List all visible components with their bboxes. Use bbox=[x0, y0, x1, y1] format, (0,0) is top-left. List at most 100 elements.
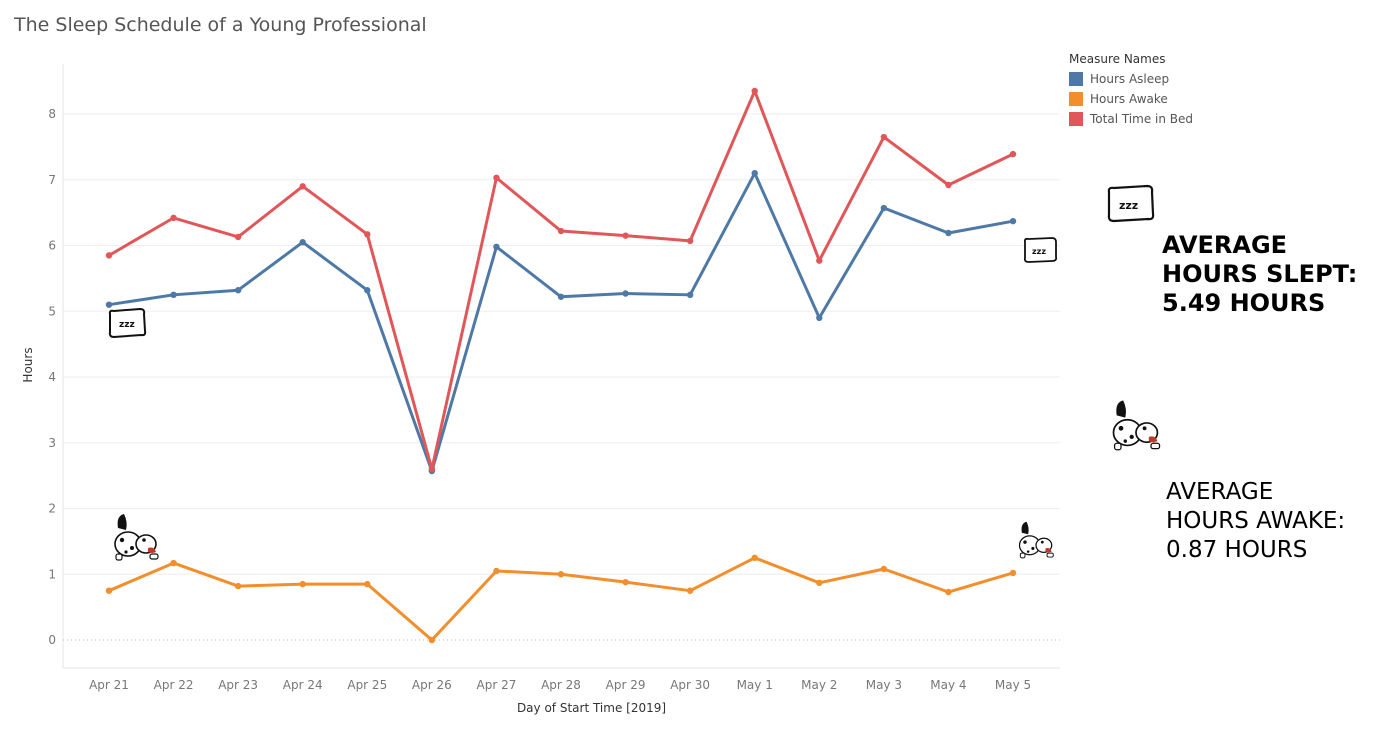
data-point-hours-awake bbox=[945, 588, 952, 596]
data-point-hours-asleep bbox=[1009, 217, 1017, 225]
y-tick-label: 2 bbox=[48, 502, 56, 516]
x-tick-label: Apr 24 bbox=[283, 678, 323, 692]
pillow-icon: zzz bbox=[1023, 237, 1058, 263]
data-point-hours-asleep bbox=[816, 314, 823, 322]
y-tick-label: 6 bbox=[48, 239, 56, 253]
data-point-hours-asleep bbox=[945, 229, 952, 237]
y-tick-label: 3 bbox=[48, 436, 56, 450]
data-point-total-time-in-bed bbox=[364, 231, 371, 238]
x-tick-label: Apr 23 bbox=[218, 678, 258, 692]
stat-line: HOURS SLEPT: bbox=[1162, 260, 1358, 288]
series-line-hours-asleep bbox=[108, 171, 1014, 473]
data-point-hours-asleep bbox=[880, 204, 888, 212]
data-point-hours-awake bbox=[299, 580, 306, 588]
average-hours-slept: AVERAGE HOURS SLEPT: 5.49 HOURS bbox=[1162, 231, 1357, 318]
y-tick-label: 8 bbox=[48, 107, 56, 121]
data-point-hours-awake bbox=[622, 578, 629, 586]
series-line-hours-awake bbox=[108, 556, 1014, 642]
data-point-total-time-in-bed bbox=[493, 174, 500, 181]
pillow-icon: zzz bbox=[1107, 184, 1155, 223]
data-point-hours-asleep bbox=[751, 169, 758, 177]
data-point-hours-asleep bbox=[299, 239, 306, 246]
line-chart: 0 1 2 3 4 5 6 7 8 Apr 21 Apr 22 Apr 23 Apr 24 Apr 25 A… bbox=[21, 64, 1060, 715]
data-point-hours-awake bbox=[234, 582, 242, 590]
legend-item-total-time-in-bed[interactable]: Total Time in Bed bbox=[1069, 109, 1193, 129]
data-point-total-time-in-bed bbox=[816, 257, 823, 264]
legend-swatch bbox=[1069, 112, 1083, 126]
y-tick-label: 4 bbox=[48, 370, 56, 384]
data-point-total-time-in-bed bbox=[299, 183, 306, 190]
data-point-hours-awake bbox=[493, 567, 500, 575]
svg-text:zzz: zzz bbox=[1119, 199, 1138, 212]
legend-swatch bbox=[1069, 72, 1083, 86]
stat-line: AVERAGE bbox=[1162, 231, 1288, 259]
data-point-hours-asleep bbox=[686, 291, 694, 299]
data-point-hours-awake bbox=[105, 587, 113, 594]
data-point-hours-awake bbox=[170, 559, 177, 567]
x-tick-label: Apr 22 bbox=[154, 678, 194, 692]
stat-line: HOURS AWAKE: bbox=[1166, 508, 1346, 534]
x-tick-label: May 4 bbox=[930, 678, 966, 692]
data-point-hours-asleep bbox=[493, 243, 500, 251]
y-tick-label: 5 bbox=[48, 304, 56, 318]
data-point-hours-awake bbox=[428, 636, 436, 644]
data-point-total-time-in-bed bbox=[622, 232, 629, 239]
y-tick-label: 1 bbox=[48, 567, 56, 581]
data-point-hours-asleep bbox=[622, 290, 629, 297]
svg-text:zzz: zzz bbox=[1032, 247, 1046, 256]
x-tick-label: Apr 27 bbox=[477, 678, 517, 692]
x-tick-label: Apr 28 bbox=[541, 678, 581, 692]
y-axis-title: Hours bbox=[21, 347, 35, 382]
x-tick-label: Apr 26 bbox=[412, 678, 452, 692]
data-point-hours-asleep bbox=[557, 293, 565, 300]
x-tick-label: May 3 bbox=[866, 678, 902, 692]
data-point-hours-awake bbox=[751, 554, 758, 562]
data-point-total-time-in-bed bbox=[751, 87, 758, 95]
x-tick-label: Apr 25 bbox=[347, 678, 387, 692]
x-tick-label: Apr 21 bbox=[89, 678, 129, 692]
data-point-total-time-in-bed bbox=[234, 233, 242, 241]
average-hours-awake: AVERAGE HOURS AWAKE: 0.87 HOURS bbox=[1166, 478, 1345, 565]
puppy-icon bbox=[114, 514, 159, 561]
legend-swatch bbox=[1069, 92, 1083, 106]
data-point-total-time-in-bed bbox=[686, 237, 694, 245]
data-point-hours-awake bbox=[816, 579, 823, 586]
data-point-total-time-in-bed bbox=[1009, 150, 1017, 158]
x-tick-label: May 5 bbox=[995, 678, 1031, 692]
svg-text:zzz: zzz bbox=[119, 320, 135, 330]
stat-line: 0.87 HOURS bbox=[1166, 537, 1308, 563]
stat-line: 5.49 HOURS bbox=[1162, 289, 1326, 317]
data-point-total-time-in-bed bbox=[170, 214, 177, 222]
legend-label: Hours Asleep bbox=[1090, 72, 1170, 86]
legend-title: Measure Names bbox=[1069, 52, 1166, 66]
puppy-icon bbox=[1112, 400, 1161, 451]
x-tick-label: Apr 30 bbox=[670, 678, 710, 692]
data-point-total-time-in-bed bbox=[945, 181, 952, 189]
y-tick-label: 0 bbox=[48, 633, 56, 647]
x-tick-label: May 1 bbox=[737, 678, 773, 692]
data-point-hours-asleep bbox=[105, 301, 113, 308]
chart-title: The Sleep Schedule of a Young Profession… bbox=[14, 14, 427, 36]
data-point-hours-asleep bbox=[234, 287, 242, 294]
y-tick-label: 7 bbox=[48, 173, 56, 187]
legend-label: Total Time in Bed bbox=[1090, 112, 1194, 126]
legend-item-hours-asleep[interactable]: Hours Asleep bbox=[1069, 69, 1193, 89]
data-point-hours-asleep bbox=[364, 287, 371, 294]
legend-item-hours-awake[interactable]: Hours Awake bbox=[1069, 89, 1193, 109]
data-point-hours-awake bbox=[880, 565, 888, 573]
data-point-hours-asleep bbox=[170, 291, 177, 299]
stat-line: AVERAGE bbox=[1166, 479, 1274, 505]
series-line-total-time-in-bed bbox=[108, 89, 1014, 471]
data-point-hours-awake bbox=[557, 571, 565, 578]
legend-label: Hours Awake bbox=[1090, 92, 1168, 106]
data-point-total-time-in-bed bbox=[105, 252, 113, 259]
legend: Measure Names Hours Asleep Hours Awake T… bbox=[1069, 52, 1193, 129]
x-axis-title: Day of Start Time [2019] bbox=[517, 701, 666, 715]
data-point-total-time-in-bed bbox=[880, 133, 888, 141]
pillow-icon: zzz bbox=[108, 307, 147, 339]
data-point-total-time-in-bed bbox=[557, 227, 565, 235]
data-point-hours-awake bbox=[1009, 569, 1017, 577]
data-point-total-time-in-bed bbox=[428, 465, 436, 473]
x-tick-label: May 2 bbox=[801, 678, 837, 692]
data-point-hours-awake bbox=[686, 587, 694, 594]
